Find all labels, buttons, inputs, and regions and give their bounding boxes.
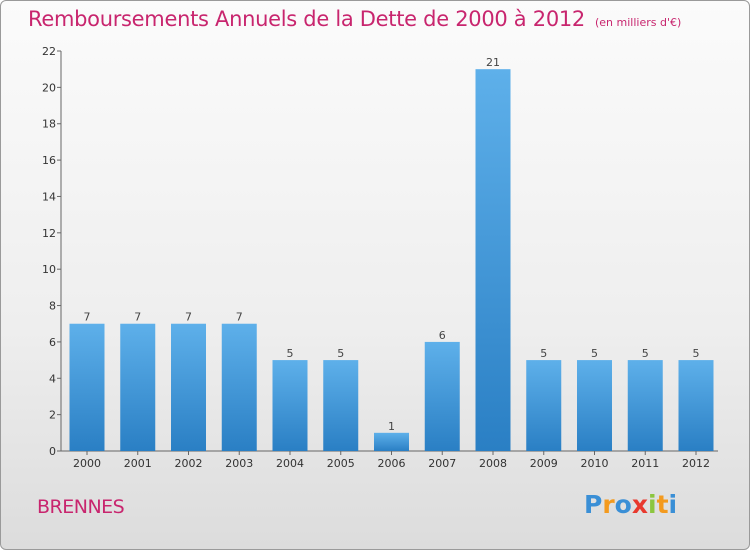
bar	[69, 323, 105, 451]
x-tick-label: 2007	[428, 457, 456, 470]
x-tick-label: 2008	[479, 457, 507, 470]
logo-letter: i	[668, 490, 678, 519]
y-tick-label: 14	[42, 190, 56, 203]
x-tick-label: 2003	[225, 457, 253, 470]
y-tick-label: 10	[42, 263, 56, 276]
data-label: 21	[486, 56, 500, 69]
data-label: 5	[337, 347, 344, 360]
bar	[323, 360, 359, 451]
data-label: 5	[540, 347, 547, 360]
x-tick-label: 2009	[530, 457, 558, 470]
x-tick-label: 2004	[276, 457, 304, 470]
data-label: 5	[693, 347, 700, 360]
logo-letter: i	[648, 490, 657, 519]
title-row: Remboursements Annuels de la Dette de 20…	[28, 7, 681, 31]
y-tick-label: 4	[49, 372, 56, 385]
x-tick-label: 2006	[378, 457, 406, 470]
y-tick-label: 20	[42, 81, 56, 94]
y-tick-label: 18	[42, 118, 56, 131]
bar	[374, 432, 409, 451]
bar	[678, 360, 714, 451]
logo-letter: o	[614, 490, 632, 519]
commune-name: BRENNES	[37, 496, 125, 518]
data-labels: 7 7 7 7 5 5 1 6 21 5 5 5 5	[84, 56, 700, 433]
x-tick-label: 2010	[581, 457, 609, 470]
bar	[577, 360, 612, 451]
data-label: 5	[591, 347, 598, 360]
bar	[627, 360, 663, 451]
data-label: 7	[84, 311, 91, 324]
bar	[475, 69, 511, 451]
data-label: 7	[236, 311, 243, 324]
y-tick-label: 6	[49, 336, 56, 349]
y-tick-label: 2	[49, 409, 56, 422]
data-label: 5	[287, 347, 294, 360]
data-label: 5	[642, 347, 649, 360]
bars	[69, 69, 714, 451]
bar	[526, 360, 562, 451]
x-tick-label: 2002	[175, 457, 203, 470]
proxiti-logo: Proxiti	[584, 490, 677, 519]
y-tick-label: 12	[42, 227, 56, 240]
y-tick-label: 16	[42, 154, 56, 167]
x-tick-label: 2001	[124, 457, 152, 470]
bar	[171, 323, 206, 451]
x-axis: 2000 2001 2002 2003 2004 2005 2006 2007 2008 2009…	[61, 450, 718, 470]
data-label: 7	[134, 311, 141, 324]
bar	[221, 323, 257, 451]
logo-letter: x	[631, 490, 648, 519]
y-axis: 0 2 4 6 8 10 12 14 16 18 20 22	[42, 45, 62, 458]
x-tick-label: 2005	[327, 457, 355, 470]
x-tick-label: 2011	[631, 457, 659, 470]
logo-letter: P	[584, 490, 603, 519]
chart-title: Remboursements Annuels de la Dette de 20…	[28, 7, 585, 31]
y-tick-label: 0	[49, 445, 56, 458]
x-tick-label: 2000	[73, 457, 101, 470]
bar	[272, 360, 308, 451]
data-label: 6	[439, 329, 446, 342]
x-tick-label: 2012	[682, 457, 710, 470]
data-label: 7	[185, 311, 192, 324]
logo-letter: r	[602, 490, 615, 519]
y-tick-label: 8	[49, 300, 56, 313]
bar	[120, 323, 156, 451]
data-label: 1	[388, 420, 395, 433]
y-tick-label: 22	[42, 45, 56, 58]
bar	[424, 341, 460, 451]
chart-subtitle: (en milliers d'€)	[595, 16, 682, 29]
logo-letter: t	[656, 490, 669, 519]
